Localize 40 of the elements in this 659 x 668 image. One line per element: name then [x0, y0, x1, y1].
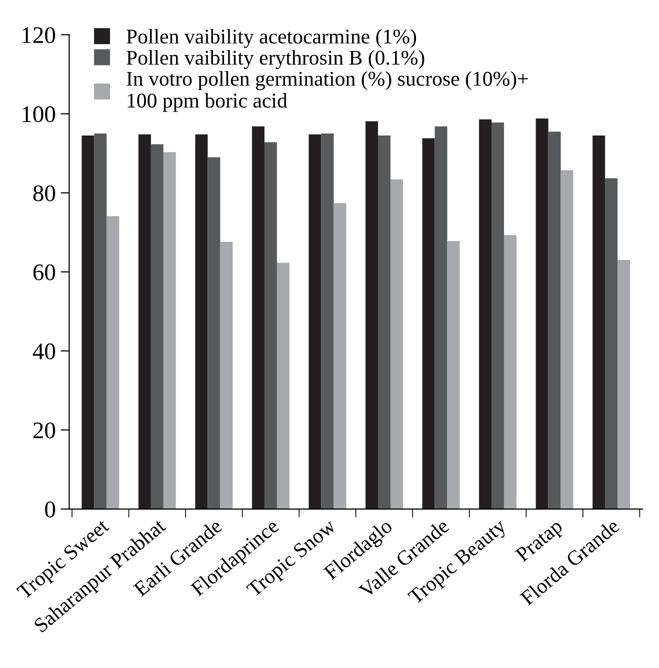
bar: [434, 126, 448, 510]
bar: [138, 134, 151, 510]
bar: [195, 134, 208, 510]
bar: [548, 132, 561, 510]
bar: [447, 241, 460, 510]
bar: [252, 126, 264, 510]
bar: [82, 136, 94, 510]
bar: [605, 178, 618, 510]
y-tick-label: 60: [33, 264, 56, 280]
bar: [560, 170, 574, 510]
y-tick-label: 100: [22, 106, 56, 122]
y-tick-label: 80: [33, 185, 56, 202]
bar: [366, 121, 378, 510]
y-tick-label: 20: [33, 422, 56, 438]
bar: [334, 203, 346, 510]
bar: [163, 152, 176, 510]
bar: [492, 122, 504, 510]
bar: [321, 134, 334, 510]
y-tick-label: 120: [22, 27, 56, 44]
bar: [308, 134, 322, 510]
bar: [378, 136, 390, 510]
bar: [592, 136, 606, 510]
bar: [264, 142, 277, 510]
bar: [220, 242, 233, 510]
legend-label: Pollen vaibility erythrosin B (0.1%): [126, 50, 424, 70]
y-tick-label: 40: [32, 343, 56, 360]
y-tick-label: 0: [45, 502, 56, 518]
bar: [208, 157, 220, 510]
bar: [94, 134, 107, 510]
bar: [504, 235, 517, 510]
bar: [390, 179, 403, 510]
bar: [106, 216, 120, 510]
bar: [150, 144, 164, 510]
bar: [276, 262, 290, 510]
legend-label: Pollen vaibility acetocarmine (1%): [126, 28, 416, 48]
bar: [422, 138, 435, 510]
legend-label: In votro pollen germination (%) sucrose (10%)+ 100 ppm boric acid: [126, 71, 528, 112]
bar: [618, 260, 630, 510]
bar: [479, 119, 492, 510]
bar: [536, 118, 548, 510]
